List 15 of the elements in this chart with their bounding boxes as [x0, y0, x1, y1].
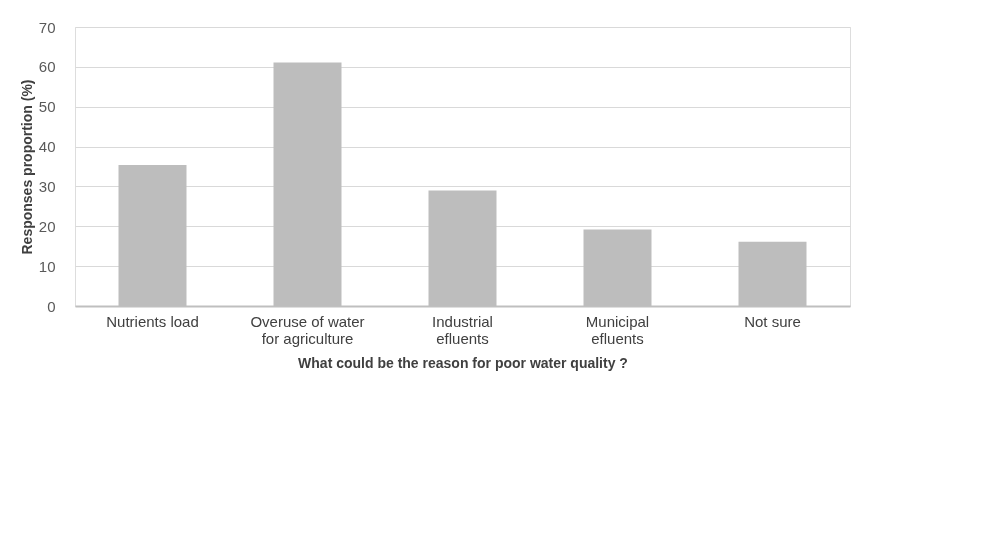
x-tick-label: Municipal efluents — [585, 312, 650, 347]
y-axis-title: Responses proportion (%) — [18, 79, 35, 255]
y-tick-label: 70 — [38, 18, 56, 36]
x-tick-label: Overuse of water for agriculture — [250, 312, 365, 347]
x-tick-label: Nutrients load — [106, 312, 199, 330]
x-tick-label: Industrial efluents — [432, 312, 493, 347]
y-tick-label: 50 — [38, 98, 56, 116]
y-tick-label: 40 — [38, 138, 56, 156]
x-axis-title: What could be the reason for poor water quality ? — [298, 354, 628, 371]
y-tick-label: 10 — [38, 257, 56, 275]
y-tick-label: 30 — [38, 177, 56, 195]
x-tick-label: Not sure — [744, 312, 801, 330]
y-tick-label: 20 — [38, 217, 56, 235]
y-tick-label: 0 — [47, 297, 56, 315]
y-tick-label: 60 — [38, 58, 56, 76]
